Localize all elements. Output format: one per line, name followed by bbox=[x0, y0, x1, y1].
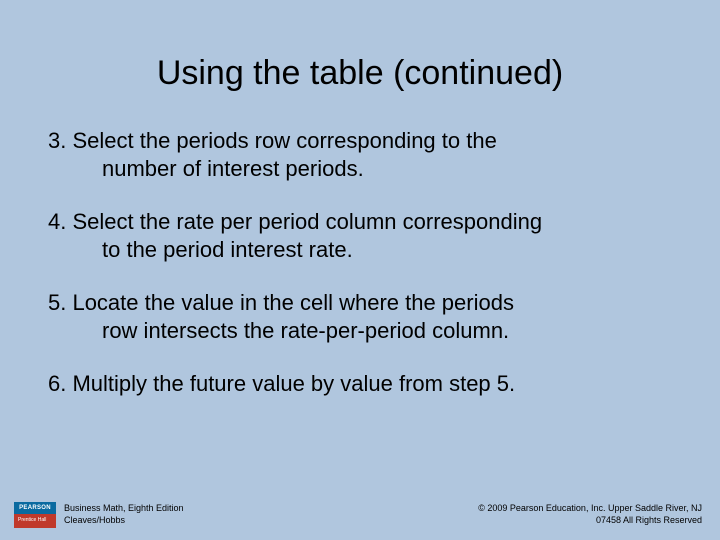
step-3-line-1: 3. Select the periods row corresponding … bbox=[48, 127, 672, 155]
step-5-line-2: row intersects the rate-per-period colum… bbox=[48, 317, 672, 345]
footer-right: © 2009 Pearson Education, Inc. Upper Sad… bbox=[478, 503, 702, 526]
footer: PEARSON Prentice Hall Business Math, Eig… bbox=[0, 496, 720, 534]
copyright-line-1: © 2009 Pearson Education, Inc. Upper Sad… bbox=[478, 503, 702, 515]
slide-title: Using the table (continued) bbox=[48, 54, 672, 93]
copyright-line-2: 07458 All Rights Reserved bbox=[478, 515, 702, 527]
publisher-logo: PEARSON Prentice Hall bbox=[14, 502, 56, 528]
step-6: 6. Multiply the future value by value fr… bbox=[48, 370, 672, 398]
book-title: Business Math, Eighth Edition bbox=[64, 503, 184, 515]
step-3-line-2: number of interest periods. bbox=[48, 155, 672, 183]
logo-brand-top: PEARSON bbox=[14, 502, 56, 514]
footer-left-text: Business Math, Eighth Edition Cleaves/Ho… bbox=[64, 503, 184, 526]
step-4-line-1: 4. Select the rate per period column cor… bbox=[48, 208, 672, 236]
step-4: 4. Select the rate per period column cor… bbox=[48, 208, 672, 263]
step-4-line-2: to the period interest rate. bbox=[48, 236, 672, 264]
authors: Cleaves/Hobbs bbox=[64, 515, 184, 527]
slide: Using the table (continued) 3. Select th… bbox=[0, 0, 720, 540]
step-6-line-1: 6. Multiply the future value by value fr… bbox=[48, 370, 672, 398]
step-5-line-1: 5. Locate the value in the cell where th… bbox=[48, 289, 672, 317]
step-3: 3. Select the periods row corresponding … bbox=[48, 127, 672, 182]
step-5: 5. Locate the value in the cell where th… bbox=[48, 289, 672, 344]
logo-brand-bottom: Prentice Hall bbox=[14, 514, 56, 528]
footer-left: PEARSON Prentice Hall Business Math, Eig… bbox=[14, 502, 184, 528]
